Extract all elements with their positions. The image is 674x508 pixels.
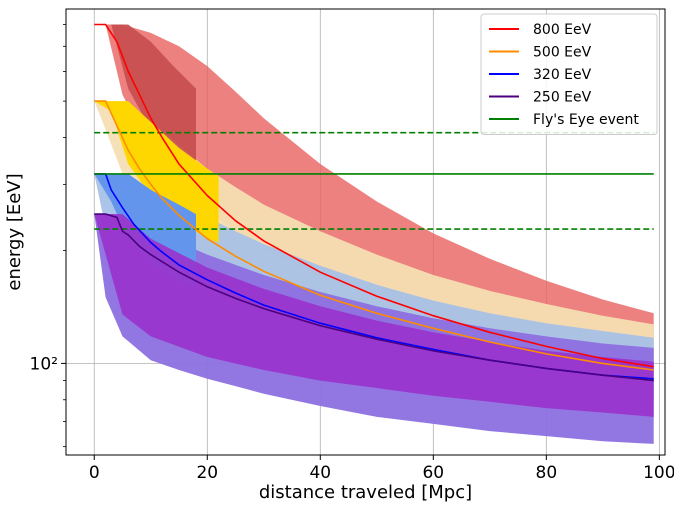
band-500-eev-range [94,101,654,370]
legend-box [480,13,658,135]
series-line-250-eev [94,213,654,382]
series-line-500-eev [94,100,654,371]
band-800-eev-range [94,24,654,367]
x-tick-label-2: 40 [309,463,331,483]
legend: 800 EeV 500 EeV 320 EeV 250 EeV Fly's Eye ev… [480,13,658,135]
reference-lines [94,131,654,230]
x-tick-label-4: 80 [536,463,558,483]
x-axis-label: distance traveled [Mpc] [259,482,472,503]
x-tick-label-3: 60 [422,463,444,483]
series-line-800-eev [94,23,654,368]
legend-label-500-eev: 500 EeV [533,45,592,61]
x-tick-label-1: 20 [196,463,218,483]
legend-label-320-eev: 320 EeV [533,67,592,83]
legend-label-800-eev: 800 EeV [533,22,592,38]
band-500-eev-core [94,101,219,243]
y-ticks: 10² [30,24,66,448]
x-tick-label-5: 100 [643,463,674,483]
y-tick-label-0: 10² [30,354,58,374]
plot-frame [65,8,666,456]
band-250-eev-core [94,214,654,417]
legend-label-250-eev: 250 EeV [533,90,592,106]
x-tick-label-0: 0 [89,463,100,483]
legend-label-fly-s-eye-event: Fly's Eye event [533,112,639,128]
series-lines [94,23,654,382]
x-ticks: 0 20 40 60 80 100 [89,455,674,483]
y-axis-label: energy [EeV] [4,173,25,290]
